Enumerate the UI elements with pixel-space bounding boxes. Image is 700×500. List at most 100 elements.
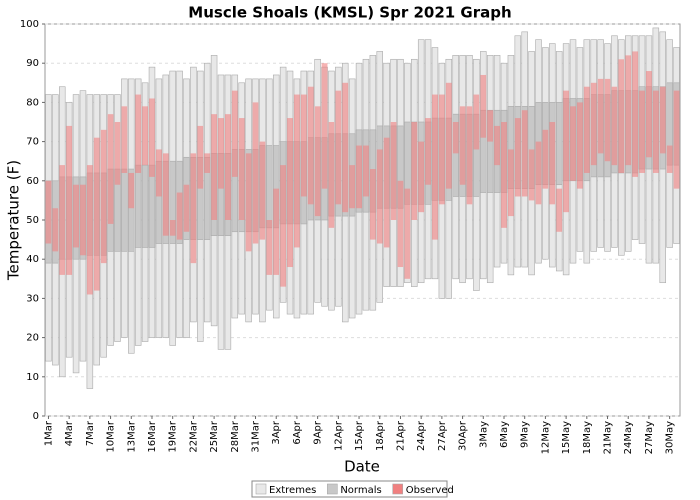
range-bar (473, 94, 480, 150)
y-tick-label: 90 (26, 58, 39, 69)
range-bar (597, 78, 604, 154)
x-axis-label: Date (344, 458, 380, 476)
range-bar (328, 122, 335, 228)
y-tick-label: 60 (26, 176, 39, 187)
range-bar (321, 63, 328, 189)
range-bar (646, 71, 652, 158)
range-bar (169, 220, 176, 236)
range-bar (659, 86, 666, 154)
range-bar (204, 153, 211, 173)
range-bar (604, 78, 611, 162)
y-tick-label: 10 (26, 372, 39, 383)
range-bar (252, 102, 259, 244)
x-tick-label: 1Mar (43, 420, 54, 446)
range-bar (445, 82, 452, 189)
range-bar (625, 55, 632, 166)
range-bar (521, 110, 528, 197)
range-bar (121, 106, 128, 173)
range-bar (494, 125, 501, 166)
range-bar (501, 122, 507, 228)
range-bar (148, 164, 156, 248)
range-bar (507, 149, 514, 217)
x-tick-label: 28Mar (230, 420, 241, 452)
range-bar (128, 168, 135, 252)
range-bar (176, 192, 183, 240)
range-bar (390, 122, 397, 220)
range-bar (335, 90, 342, 205)
range-bar (197, 125, 204, 189)
legend-label: Extremes (269, 485, 316, 496)
range-bar (528, 149, 535, 201)
range-bar (273, 188, 280, 275)
range-bar (121, 168, 128, 252)
x-tick-label: 4Mar (64, 420, 75, 446)
x-tick-label: 7Mar (85, 420, 96, 446)
range-bar (314, 106, 321, 217)
range-bar (673, 90, 680, 189)
range-bar (411, 122, 418, 220)
chart-title: Muscle Shoals (KMSL) Spr 2021 Graph (188, 4, 511, 22)
y-tick-label: 70 (26, 137, 39, 148)
range-bar (363, 145, 369, 197)
range-bar (287, 118, 293, 268)
range-bar (93, 137, 100, 291)
range-bar (342, 82, 349, 213)
x-tick-label: 19Mar (168, 420, 179, 452)
range-bar (169, 160, 176, 244)
x-tick-label: 18May (582, 421, 593, 454)
range-bar (452, 113, 459, 197)
x-tick-label: 21Apr (395, 420, 406, 451)
range-bar (555, 102, 563, 186)
range-bar (356, 145, 362, 209)
legend-swatch (327, 483, 338, 495)
x-tick-label: 30Apr (458, 420, 469, 451)
range-bar (114, 122, 121, 185)
x-tick-label: 15May (561, 421, 572, 454)
range-bar (542, 129, 549, 189)
range-bar (155, 149, 162, 197)
x-tick-label: 12May (540, 421, 551, 454)
range-bar (224, 114, 231, 220)
range-bar (535, 141, 542, 205)
range-bar (583, 86, 590, 173)
range-bar (162, 153, 169, 236)
range-bar (280, 165, 287, 287)
x-tick-label: 12Apr (333, 420, 344, 451)
x-tick-label: 31Mar (251, 420, 262, 452)
x-tick-label: 9Apr (313, 420, 324, 445)
range-bar (293, 94, 300, 248)
x-tick-label: 6Apr (292, 420, 303, 445)
legend-label: Normals (340, 485, 381, 496)
range-bar (190, 153, 197, 264)
y-tick-label: 20 (26, 333, 39, 344)
x-tick-label: 16Mar (147, 420, 158, 452)
x-tick-label: 10Mar (106, 420, 117, 452)
x-tick-label: 24Apr (416, 420, 427, 451)
x-tick-label: 30May (665, 421, 676, 454)
range-bar (466, 106, 473, 205)
range-bar (135, 94, 142, 173)
range-bar (590, 82, 597, 166)
range-bar (652, 90, 659, 173)
range-bar (211, 114, 218, 220)
x-tick-label: 18Apr (375, 420, 386, 451)
range-bar (238, 118, 245, 220)
legend: Extremes Normals Observed (251, 480, 454, 498)
x-tick-label: 13Mar (126, 420, 137, 452)
x-tick-label: 25Mar (209, 420, 220, 452)
range-bar (142, 106, 149, 166)
range-bar (576, 102, 583, 189)
range-bar (487, 110, 494, 142)
range-bar (404, 188, 411, 279)
range-bar (369, 169, 376, 240)
range-bar (100, 129, 107, 264)
x-tick-label: 21May (603, 421, 614, 454)
range-bar (570, 106, 576, 181)
range-bar (218, 118, 224, 189)
range-bar (611, 86, 618, 166)
y-tick-label: 0 (33, 411, 39, 422)
range-bar (141, 164, 149, 248)
range-bar (107, 114, 114, 224)
x-tick-label: 9May (520, 421, 531, 448)
range-bar (459, 106, 466, 185)
